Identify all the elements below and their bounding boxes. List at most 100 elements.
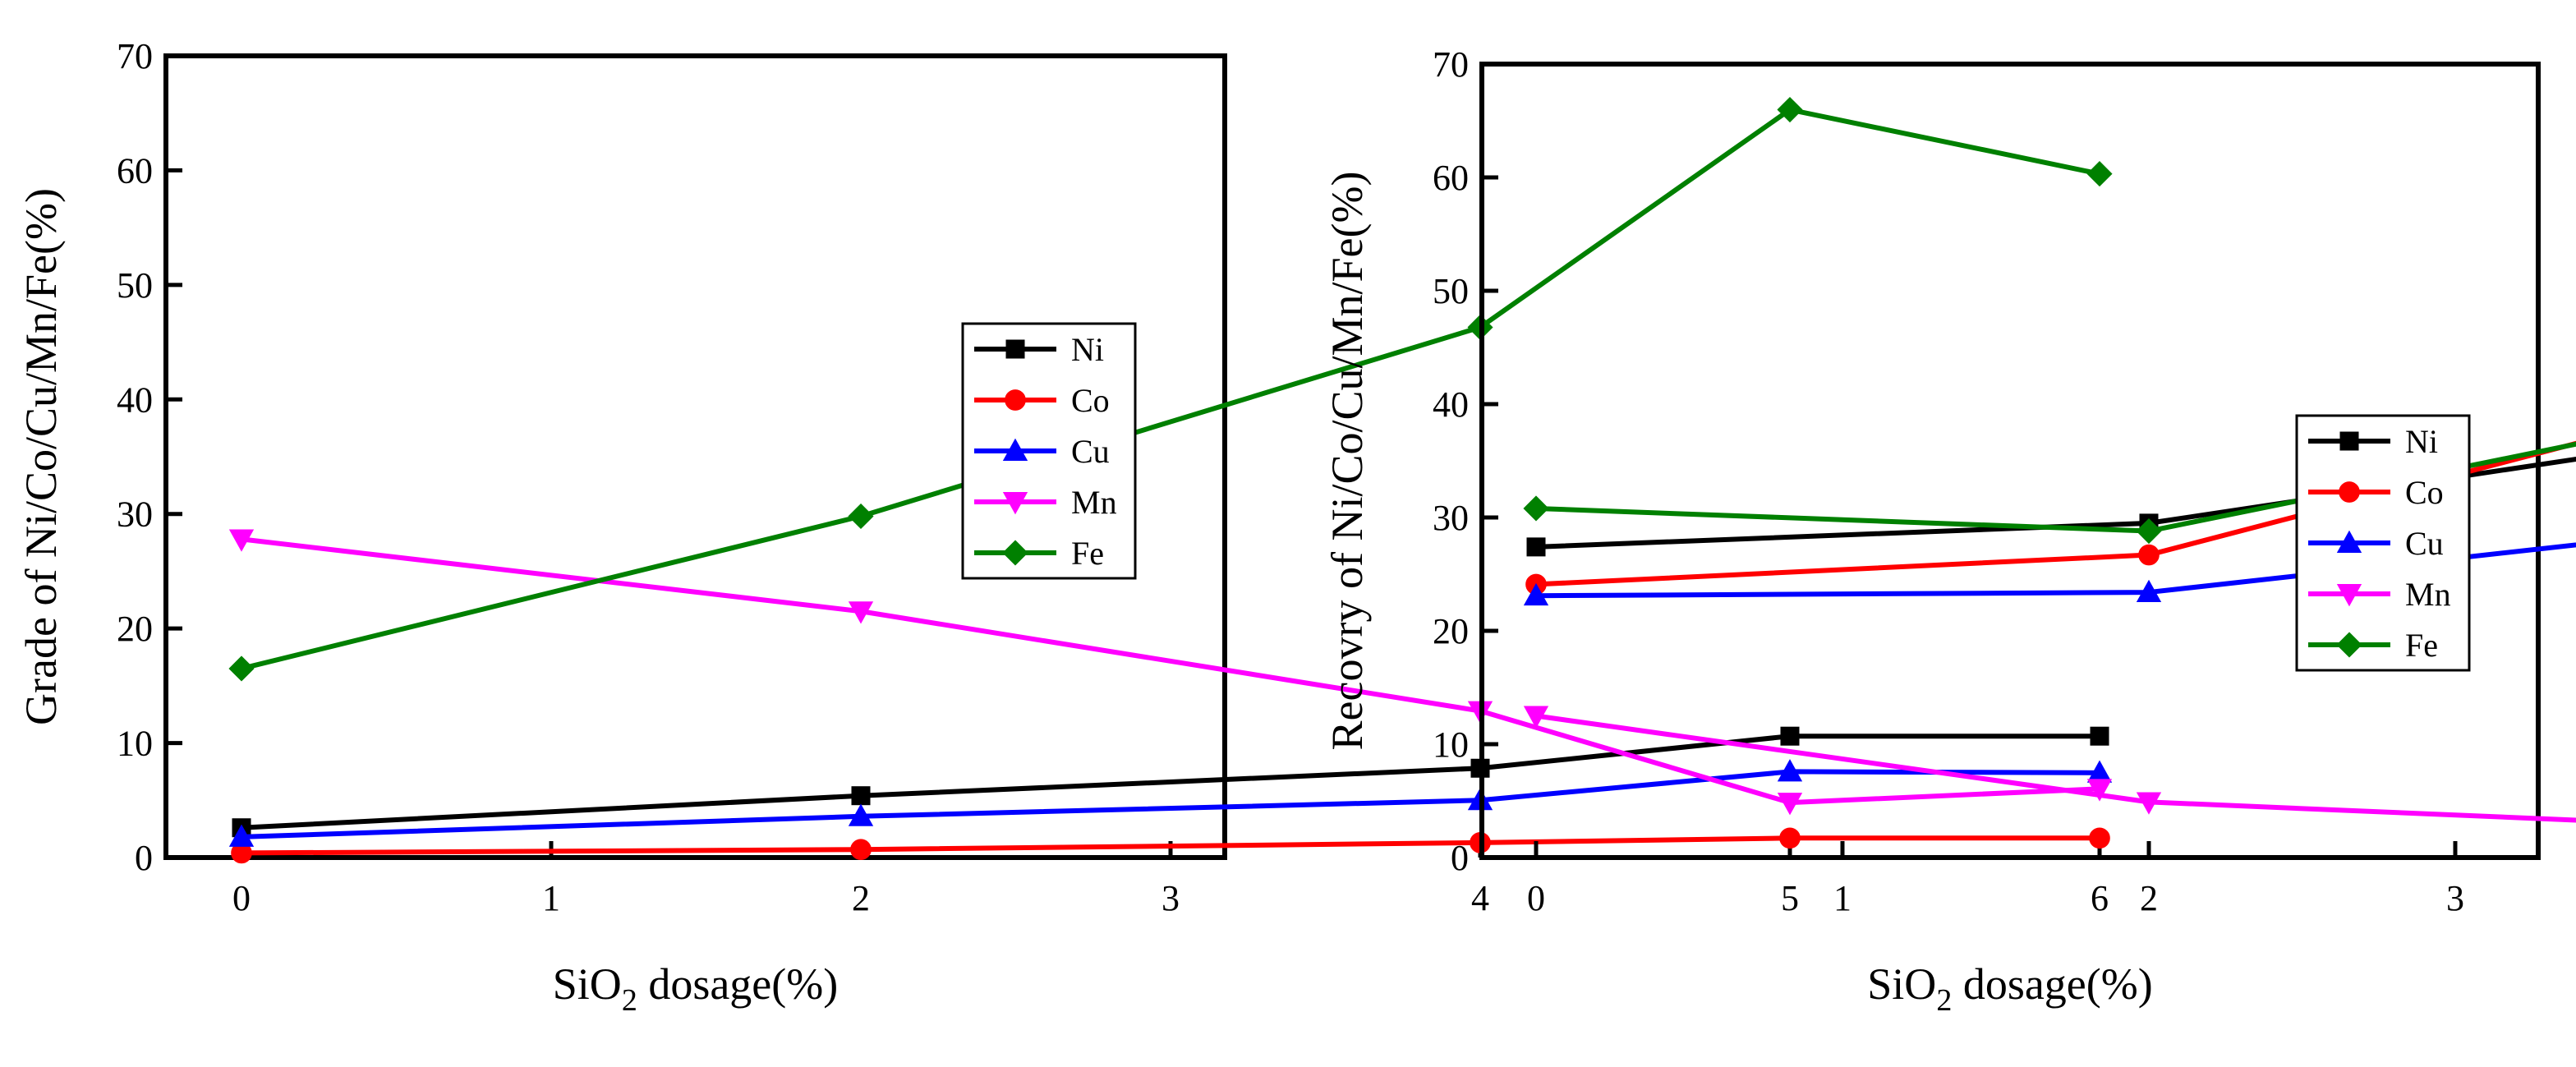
legend-entry-ni: Ni: [974, 331, 1104, 368]
data-point-cu: [848, 803, 874, 826]
x-tick-label: 2: [852, 878, 870, 918]
y-axis-title: Recovry of Ni/Co/Cu/Mn/Fe(%): [1322, 172, 1372, 751]
data-point-cu: [1523, 582, 1549, 606]
legend-marker: [2336, 584, 2362, 607]
data-point-mn: [228, 529, 255, 552]
series-fe: [1523, 441, 2576, 545]
legend-label: Co: [1071, 382, 1110, 419]
x-tick-label: 3: [2446, 878, 2464, 918]
plot-frame: [163, 53, 1227, 860]
legend-marker: [1002, 540, 1028, 566]
y-tick-label: 0: [1451, 838, 1469, 878]
legend-marker: [2339, 431, 2359, 451]
data-point-mn: [2086, 779, 2113, 802]
series-line-cu: [1535, 542, 2576, 599]
y-tick-label: 10: [1433, 724, 1469, 765]
legend-label: Ni: [2405, 423, 2438, 460]
legend-marker: [1005, 339, 1025, 359]
data-point-fe: [2086, 161, 2113, 187]
data-point-mn: [848, 601, 874, 624]
legend-entry-co: Co: [974, 382, 1110, 419]
y-tick-label: 40: [117, 379, 153, 420]
series-cu: [1523, 542, 2576, 606]
plot-frame: [1479, 62, 2541, 860]
legend-label: Fe: [1071, 535, 1104, 572]
y-tick-label: 60: [117, 150, 153, 191]
data-point-co: [850, 839, 872, 861]
data-point-cu: [1777, 759, 1803, 782]
legend-marker: [1005, 389, 1026, 411]
legend-label: Mn: [1071, 484, 1117, 521]
series-line-co: [1535, 440, 2576, 587]
data-point-ni: [1526, 537, 1546, 557]
legend-label: Co: [2405, 474, 2444, 511]
data-point-fe: [1777, 96, 1803, 123]
legend-label: Ni: [1071, 331, 1104, 368]
y-tick-label: 70: [1433, 44, 1469, 85]
x-tick-label: 0: [232, 878, 251, 918]
y-tick-label: 10: [117, 724, 153, 764]
legend-entry-mn: Mn: [974, 484, 1117, 521]
y-axis-title: Grade of Ni/Co/Cu/Mn/Fe(%): [16, 188, 66, 725]
series-line-fe: [1535, 441, 2576, 534]
y-tick-label: 30: [117, 494, 153, 535]
legend-marker: [1002, 438, 1028, 461]
x-tick-label: 2: [2140, 878, 2158, 918]
legend-label: Mn: [2405, 576, 2451, 613]
x-tick-label: 5: [1781, 878, 1799, 918]
recovery-chart: 0 10 20 30 40 50 60 70 0 1 2 3 4 5 6 SiO2 dosage(%) Reco…: [1322, 44, 2576, 1018]
data-point-mn: [1777, 793, 1803, 816]
legend-entry-mn: Mn: [2308, 576, 2451, 613]
data-point-co: [2089, 827, 2110, 849]
legend-entry-cu: Cu: [2308, 525, 2444, 562]
legend-label: Fe: [2405, 627, 2438, 664]
legend-marker: [2336, 632, 2362, 658]
x-axis-title: SiO2 dosage(%): [1867, 959, 2152, 1018]
y-tick-label: 30: [1433, 498, 1469, 538]
x-tick-label: 3: [1162, 878, 1180, 918]
series-line-ni: [241, 734, 2100, 830]
x-tick-label: 4: [1471, 878, 1489, 918]
legend-entry-fe: Fe: [2308, 627, 2438, 664]
data-point-cu: [228, 824, 255, 847]
data-point-ni: [2090, 726, 2109, 746]
legend-marker: [2336, 530, 2362, 553]
data-point-co: [1779, 827, 1801, 849]
data-point-ni: [1780, 726, 1800, 746]
legend-entry-ni: Ni: [2308, 423, 2438, 460]
legend-entry-fe: Fe: [974, 535, 1104, 572]
data-point-fe: [228, 655, 255, 682]
series-line-ni: [1535, 456, 2576, 550]
data-point-ni: [851, 786, 871, 806]
data-point-mn: [1523, 706, 1549, 729]
y-tick-label: 60: [1433, 158, 1469, 198]
x-tick-label: 1: [542, 878, 560, 918]
series-ni: [232, 726, 2109, 838]
legend-entry-co: Co: [2308, 474, 2444, 511]
series-line-mn: [1535, 713, 2576, 823]
data-point-fe: [848, 503, 874, 530]
data-point-mn: [2136, 792, 2162, 815]
y-tick-label: 20: [1433, 611, 1469, 651]
legend-entry-cu: Cu: [974, 433, 1110, 470]
data-point-cu: [2136, 579, 2162, 603]
x-tick-label: 1: [1833, 878, 1852, 918]
series-line-fe: [241, 107, 2100, 671]
y-tick-label: 20: [117, 609, 153, 649]
series-line-mn: [241, 536, 2100, 806]
legend-label: Cu: [2405, 525, 2444, 562]
y-tick-label: 0: [135, 838, 153, 878]
y-tick-label: 40: [1433, 384, 1469, 425]
data-point-co: [2138, 544, 2160, 566]
series-mn: [1523, 706, 2576, 823]
data-point-fe: [2136, 518, 2162, 545]
legend-marker: [1002, 492, 1028, 515]
legend: Ni Co Cu Mn Fe: [2295, 414, 2471, 672]
legend-label: Cu: [1071, 433, 1110, 470]
y-tick-label: 50: [117, 265, 153, 306]
legend: Ni Co Cu Mn Fe: [961, 322, 1137, 580]
data-point-fe: [1523, 495, 1549, 522]
y-tick-label: 50: [1433, 271, 1469, 311]
